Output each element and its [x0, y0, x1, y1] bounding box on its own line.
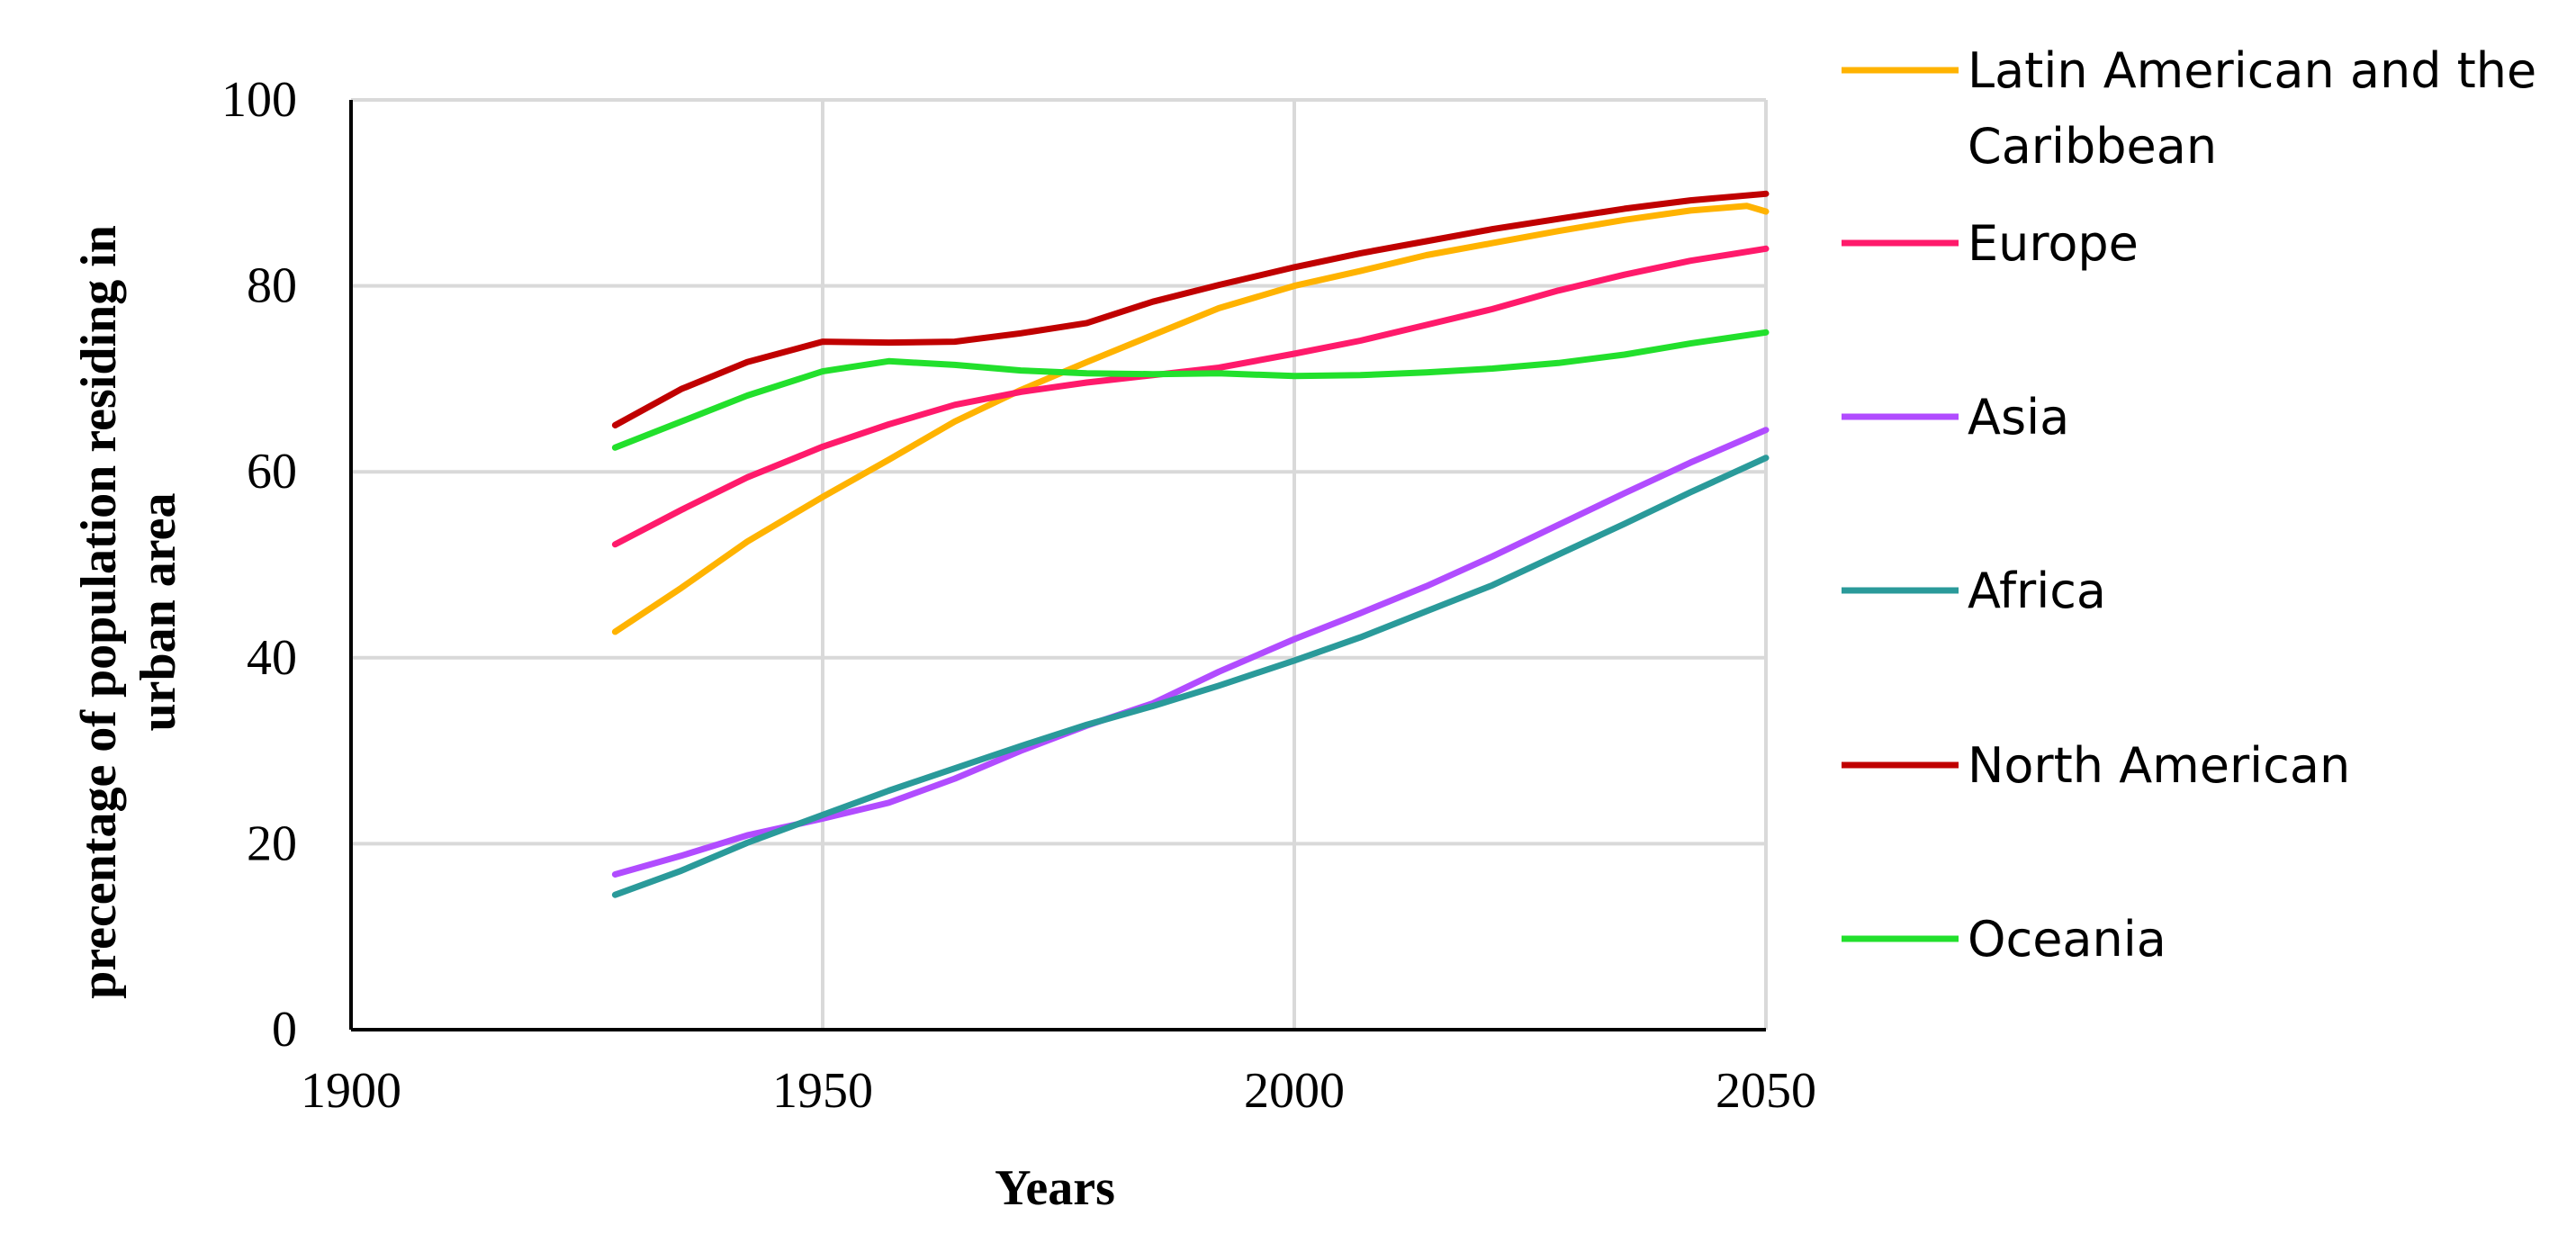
chart-series-lines	[611, 190, 1770, 898]
y-tick-label-60: 60	[247, 444, 297, 500]
y-tick-label-0: 0	[272, 1002, 297, 1058]
legend-label-europe: Europe	[1968, 215, 2139, 272]
chart-grid	[351, 98, 1768, 1030]
series-line-oceania	[611, 329, 1770, 451]
x-tick-label-1950: 1950	[772, 1063, 873, 1119]
y-axis-title-line-1: precentage of population residing in	[71, 225, 127, 999]
y-tick-label-40: 40	[247, 630, 297, 686]
legend-label-asia: Asia	[1968, 389, 2069, 446]
legend-label-latin-american-and-the-caribbean: Latin American and the Caribbean	[1968, 42, 2536, 175]
legend-label-line: Africa	[1968, 563, 2106, 619]
legend-label-line: Europe	[1968, 215, 2139, 272]
legend-label-north-american: North American	[1968, 737, 2350, 794]
series-line-africa	[611, 455, 1770, 898]
chart-legend: Latin American and the Caribbean Europe Asi…	[1842, 42, 2536, 968]
legend-label-line: Caribbean	[1968, 118, 2217, 175]
x-tick-label-2000: 2000	[1244, 1063, 1345, 1119]
series-line-asia	[611, 427, 1770, 878]
legend-label-line: North American	[1968, 737, 2350, 794]
legend-label-line: Asia	[1968, 389, 2069, 446]
chart-tick-labels: 0 20 40 60 80 100 1900 1950 2000 2050	[221, 72, 1816, 1119]
series-line-north-american	[611, 190, 1770, 428]
legend-label-line: Latin American and the	[1968, 42, 2536, 99]
chart-axes	[349, 100, 1766, 1031]
series-line-latin-american-and-the-caribbean	[611, 203, 1770, 635]
legend-label-africa: Africa	[1968, 563, 2106, 619]
x-axis-title: Years	[995, 1160, 1115, 1216]
legend-label-line: Oceania	[1968, 911, 2166, 968]
y-axis-title: precentage of population residing in urb…	[71, 225, 186, 999]
x-tick-label-2050: 2050	[1716, 1063, 1816, 1119]
y-tick-label-80: 80	[247, 258, 297, 314]
y-axis-title-line-2: urban area	[131, 493, 186, 732]
x-tick-label-1900: 1900	[301, 1063, 401, 1119]
legend-label-oceania: Oceania	[1968, 911, 2166, 968]
y-tick-label-20: 20	[247, 815, 297, 871]
y-tick-label-100: 100	[221, 72, 297, 128]
